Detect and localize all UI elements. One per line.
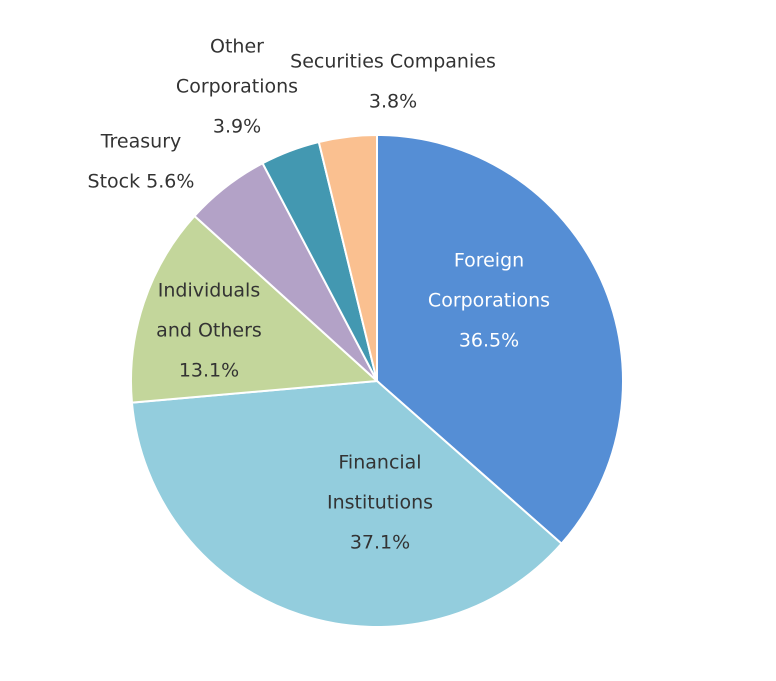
pie-labels: Foreign Corporations 36.5% Financial Institu… — [88, 36, 551, 554]
slice-label-line: 3.9% — [213, 116, 261, 138]
slice-label-other-corporations: Other Corporations 3.9% — [176, 36, 298, 138]
pie-slices — [130, 133, 624, 629]
slice-label-line: 3.8% — [369, 91, 417, 113]
slice-label-line: Foreign — [454, 250, 524, 272]
pie-slice-securities-companies — [317, 133, 378, 382]
pie-slice-individuals-and-others — [130, 214, 380, 404]
slice-label-securities-companies: Securities Companies 3.8% — [290, 51, 496, 113]
slice-label-line: Other — [210, 36, 264, 58]
slice-label-line: Corporations — [176, 76, 298, 98]
pie-slice-financial-institutions — [130, 379, 563, 629]
slice-label-line: Financial — [338, 452, 421, 474]
slice-label-line: and Others — [156, 320, 262, 342]
slice-label-line: 36.5% — [459, 330, 519, 352]
pie-slice-foreign-corporations — [376, 133, 624, 546]
slice-label-foreign-corporations: Foreign Corporations 36.5% — [428, 250, 550, 352]
slice-label-line: Corporations — [428, 290, 550, 312]
slice-label-line: Securities Companies — [290, 51, 496, 73]
slice-label-individuals-and-others: Individuals and Others 13.1% — [156, 280, 262, 382]
slice-label-line: Stock 5.6% — [88, 171, 195, 193]
slice-label-financial-institutions: Financial Institutions 37.1% — [327, 452, 433, 554]
slice-label-line: Individuals — [158, 280, 260, 302]
slice-label-line: 13.1% — [179, 360, 239, 382]
slice-label-line: Treasury — [100, 131, 182, 153]
slice-label-treasury-stock: Treasury Stock 5.6% — [88, 131, 195, 193]
slice-label-line: Institutions — [327, 492, 433, 514]
slice-label-line: 37.1% — [350, 532, 410, 554]
